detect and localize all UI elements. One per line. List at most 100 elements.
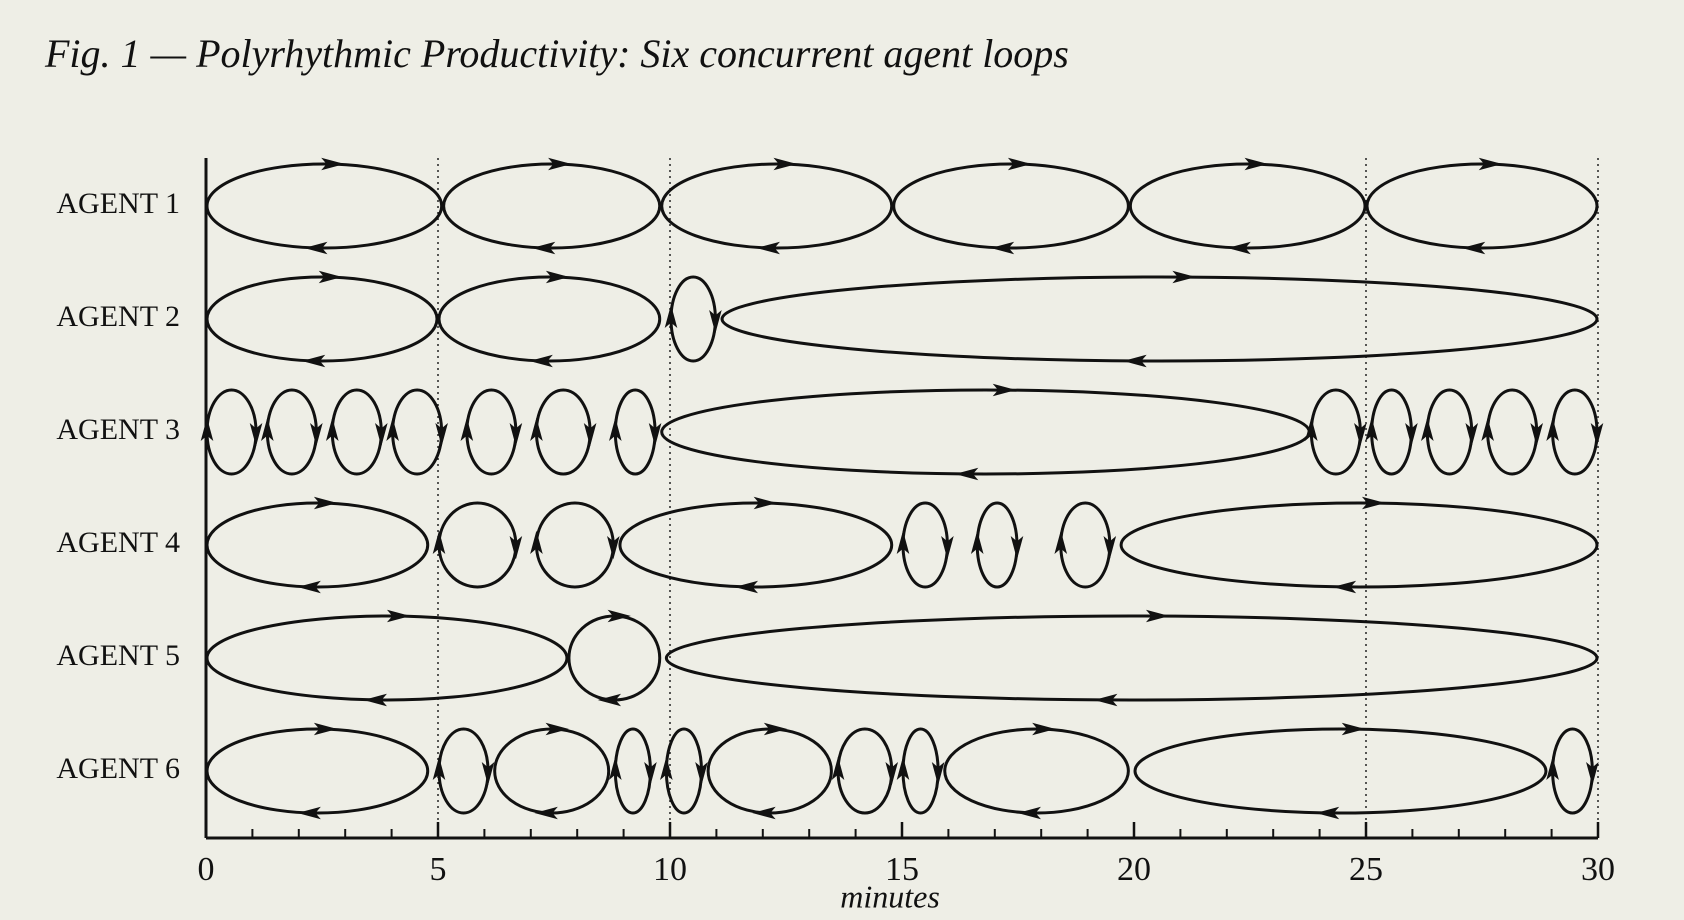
- loop: [975, 501, 1019, 589]
- loop-arrow: [375, 423, 388, 447]
- loop-arrow: [1017, 806, 1041, 820]
- loop-arrow: [313, 496, 338, 510]
- loop-arrow: [970, 530, 984, 554]
- loop: [618, 501, 894, 589]
- loop-arrow: [896, 530, 910, 554]
- row-label: AGENT 3: [56, 413, 180, 446]
- x-tick-label: 15: [885, 851, 919, 888]
- loop: [1486, 388, 1539, 476]
- loop-arrow: [756, 241, 780, 255]
- loop-arrow: [386, 417, 399, 441]
- loop-arrow: [753, 496, 778, 510]
- loop: [1059, 501, 1112, 589]
- loop-arrow: [432, 756, 446, 780]
- loop-arrow: [460, 417, 474, 441]
- row-label: AGENT 6: [56, 752, 180, 785]
- loop: [534, 501, 615, 589]
- row-label: AGENT 5: [56, 639, 180, 672]
- loop: [437, 501, 518, 589]
- loop-arrow: [310, 423, 323, 447]
- loop: [943, 727, 1130, 815]
- loop-arrow: [773, 157, 797, 171]
- loop-arrow: [1461, 241, 1486, 255]
- loop: [330, 388, 383, 476]
- loop: [1309, 388, 1362, 476]
- x-axis-label: minutes: [840, 878, 940, 914]
- loop-arrow: [1361, 496, 1386, 510]
- loop-arrow: [954, 467, 979, 481]
- loop-arrow: [763, 722, 788, 736]
- loop-arrow: [301, 354, 326, 368]
- x-tick-label: 25: [1349, 851, 1383, 888]
- loop-arrow: [1530, 423, 1543, 447]
- x-tick-label: 20: [1117, 851, 1151, 888]
- row-label: AGENT 4: [56, 526, 180, 559]
- x-tick-label: 30: [1581, 851, 1615, 888]
- loop-arrow: [509, 536, 523, 560]
- loop: [1133, 727, 1548, 815]
- loop-arrow: [548, 157, 572, 171]
- loop: [901, 727, 940, 815]
- loop-arrow: [941, 536, 954, 560]
- loop-arrow: [609, 756, 622, 780]
- loop-arrow: [607, 609, 631, 623]
- loop-arrow: [534, 806, 558, 820]
- loop-arrow: [531, 241, 556, 255]
- loop-arrow: [1365, 417, 1378, 441]
- loop: [613, 727, 652, 815]
- loop-arrow: [1145, 609, 1170, 623]
- loop: [720, 275, 1599, 363]
- loop-arrow: [1332, 580, 1357, 594]
- loop-arrow: [990, 241, 1015, 255]
- loop-arrow: [660, 756, 673, 780]
- loop-arrow: [1546, 756, 1559, 780]
- loop: [205, 388, 258, 476]
- loop-arrow: [529, 354, 553, 368]
- loop-arrow: [363, 693, 387, 707]
- loop: [265, 388, 318, 476]
- loop-arrow: [313, 722, 338, 736]
- loop-arrow: [609, 417, 622, 441]
- loop-arrow: [1481, 417, 1494, 441]
- loop-arrow: [1465, 423, 1479, 447]
- loop-arrow: [1305, 417, 1318, 441]
- loop-arrow: [1244, 157, 1268, 171]
- loop-arrow: [648, 423, 662, 447]
- x-tick-label: 5: [430, 851, 447, 888]
- chart-title: Fig. 1 — Polyrhythmic Productivity: Six …: [44, 31, 1069, 76]
- loop-arrow: [992, 383, 1017, 397]
- loop: [892, 162, 1130, 250]
- loop-arrow: [1586, 762, 1599, 786]
- loop: [567, 614, 662, 702]
- loop-arrow: [664, 304, 678, 328]
- loop-arrow: [261, 417, 274, 441]
- loop: [437, 275, 662, 363]
- loop: [660, 162, 894, 250]
- loop-arrow: [1478, 157, 1503, 171]
- loop: [1370, 388, 1413, 476]
- loop-arrow: [509, 423, 523, 447]
- loop-arrow: [1094, 693, 1118, 707]
- row-label: AGENT 2: [56, 300, 180, 333]
- loop-arrow: [1315, 806, 1340, 820]
- loop: [391, 388, 444, 476]
- loop-arrow: [597, 693, 622, 707]
- loop: [669, 275, 717, 363]
- loop: [1425, 388, 1474, 476]
- x-tick-label: 10: [653, 851, 687, 888]
- loop-arrow: [885, 762, 899, 786]
- x-tick-label: 0: [198, 851, 215, 888]
- loop-arrow: [325, 417, 339, 441]
- loop: [205, 501, 430, 589]
- loop-arrow: [249, 423, 263, 447]
- loop: [442, 162, 662, 250]
- loop-arrow: [321, 157, 345, 171]
- loop: [836, 727, 894, 815]
- loop-arrow: [695, 762, 708, 786]
- loop: [205, 275, 439, 363]
- loop-arrow: [200, 417, 214, 441]
- loop-arrow: [297, 806, 321, 820]
- loop-arrow: [1103, 536, 1117, 560]
- loop: [205, 614, 569, 702]
